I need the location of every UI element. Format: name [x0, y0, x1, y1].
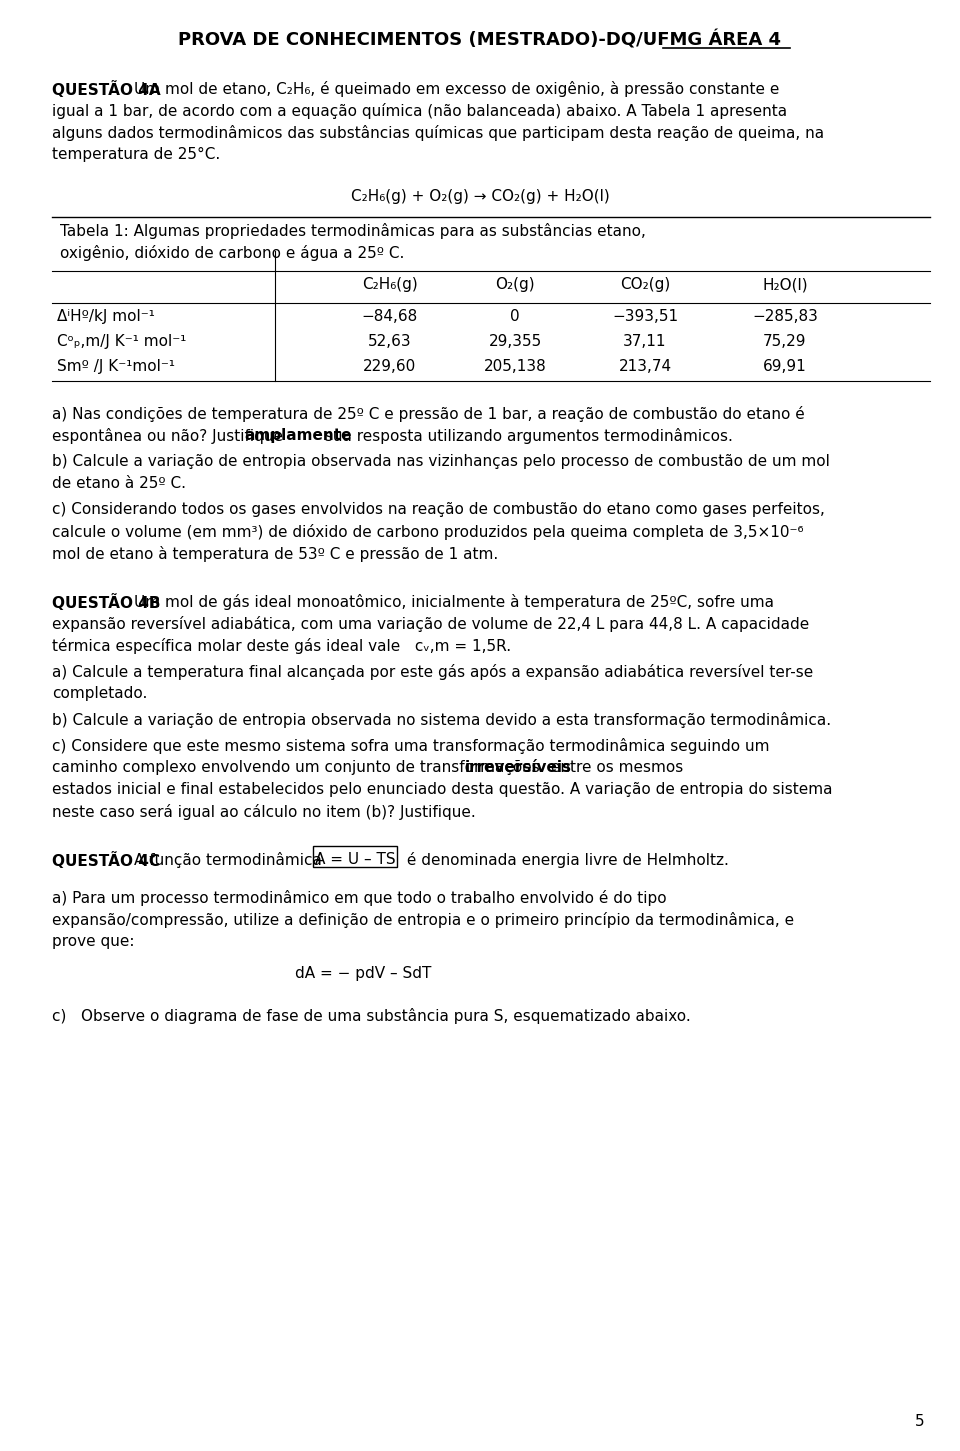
Text: 0: 0: [510, 309, 519, 324]
Text: 29,355: 29,355: [489, 334, 541, 350]
Text: alguns dados termodinâmicos das substâncias químicas que participam desta reação: alguns dados termodinâmicos das substânc…: [52, 125, 824, 141]
FancyBboxPatch shape: [313, 846, 397, 868]
Text: neste caso será igual ao cálculo no item (b)? Justifique.: neste caso será igual ao cálculo no item…: [52, 804, 476, 820]
Text: c) Considerando todos os gases envolvidos na reação de combustão do etano como g: c) Considerando todos os gases envolvido…: [52, 502, 825, 517]
Text: expansão reversível adiabática, com uma variação de volume de 22,4 L para 44,8 L: expansão reversível adiabática, com uma …: [52, 617, 809, 633]
Text: entre os mesmos: entre os mesmos: [546, 760, 684, 775]
Text: 213,74: 213,74: [618, 358, 672, 374]
Text: igual a 1 bar, de acordo com a equação química (não balanceada) abaixo. A Tabela: igual a 1 bar, de acordo com a equação q…: [52, 103, 787, 119]
Text: estados inicial e final estabelecidos pelo enunciado desta questão. A variação d: estados inicial e final estabelecidos pe…: [52, 782, 832, 797]
Text: completado.: completado.: [52, 686, 148, 701]
Text: é denominada energia livre de Helmholtz.: é denominada energia livre de Helmholtz.: [402, 852, 729, 868]
Text: 205,138: 205,138: [484, 358, 546, 374]
Text: a) Calcule a temperatura final alcançada por este gás após a expansão adiabática: a) Calcule a temperatura final alcançada…: [52, 665, 813, 681]
Text: QUESTÃO 4C: QUESTÃO 4C: [52, 852, 160, 869]
Text: espontânea ou não? Justifique: espontânea ou não? Justifique: [52, 428, 288, 444]
Text: temperatura de 25°C.: temperatura de 25°C.: [52, 147, 220, 163]
Text: −285,83: −285,83: [752, 309, 818, 324]
Text: c)   Observe o diagrama de fase de uma substância pura S, esquematizado abaixo.: c) Observe o diagrama de fase de uma sub…: [52, 1008, 691, 1024]
Text: −393,51: −393,51: [612, 309, 678, 324]
Text: Smº /J K⁻¹mol⁻¹: Smº /J K⁻¹mol⁻¹: [57, 358, 175, 374]
Text: ΔⁱHº/kJ mol⁻¹: ΔⁱHº/kJ mol⁻¹: [57, 309, 155, 324]
Text: b) Calcule a variação de entropia observada nas vizinhanças pelo processo de com: b) Calcule a variação de entropia observ…: [52, 454, 829, 469]
Text: oxigênio, dióxido de carbono e água a 25º C.: oxigênio, dióxido de carbono e água a 25…: [60, 245, 404, 261]
Text: QUESTÃO 4A: QUESTÃO 4A: [52, 81, 160, 99]
Text: 5: 5: [915, 1415, 924, 1429]
Text: QUESTÃO 4B: QUESTÃO 4B: [52, 593, 160, 611]
Text: 75,29: 75,29: [763, 334, 806, 350]
Text: a) Para um processo termodinâmico em que todo o trabalho envolvido é do tipo: a) Para um processo termodinâmico em que…: [52, 889, 666, 905]
Text: Tabela 1: Algumas propriedades termodinâmicas para as substâncias etano,: Tabela 1: Algumas propriedades termodinâ…: [60, 223, 646, 239]
Text: expansão/compressão, utilize a definição de entropia e o primeiro princípio da t: expansão/compressão, utilize a definição…: [52, 913, 794, 929]
Text: calcule o volume (em mm³) de dióxido de carbono produzidos pela queima completa : calcule o volume (em mm³) de dióxido de …: [52, 524, 804, 540]
Text: PROVA DE CONHECIMENTOS (MESTRADO)-DQ/UFMG ÁREA 4: PROVA DE CONHECIMENTOS (MESTRADO)-DQ/UFM…: [179, 30, 781, 49]
Text: Um mol de gás ideal monoatômico, inicialmente à temperatura de 25ºC, sofre uma: Um mol de gás ideal monoatômico, inicial…: [134, 593, 774, 609]
Text: c) Considere que este mesmo sistema sofra uma transformação termodinâmica seguin: c) Considere que este mesmo sistema sofr…: [52, 739, 770, 755]
Text: a) Nas condições de temperatura de 25º C e pressão de 1 bar, a reação de combust: a) Nas condições de temperatura de 25º C…: [52, 406, 804, 422]
Text: C₂H₆(g) + O₂(g) → CO₂(g) + H₂O(l): C₂H₆(g) + O₂(g) → CO₂(g) + H₂O(l): [350, 189, 610, 205]
Text: 229,60: 229,60: [364, 358, 417, 374]
Text: C₂H₆(g): C₂H₆(g): [362, 277, 418, 292]
Text: −84,68: −84,68: [362, 309, 419, 324]
Text: de etano à 25º C.: de etano à 25º C.: [52, 476, 186, 490]
Text: dA = − pdV – SdT: dA = − pdV – SdT: [295, 966, 431, 981]
Text: caminho complexo envolvendo um conjunto de transformações: caminho complexo envolvendo um conjunto …: [52, 760, 544, 775]
Text: 69,91: 69,91: [763, 358, 806, 374]
Text: b) Calcule a variação de entropia observada no sistema devido a esta transformaç: b) Calcule a variação de entropia observ…: [52, 712, 831, 728]
Text: térmica específica molar deste gás ideal vale   cᵥ,m = 1,5R.: térmica específica molar deste gás ideal…: [52, 638, 511, 654]
Text: mol de etano à temperatura de 53º C e pressão de 1 atm.: mol de etano à temperatura de 53º C e pr…: [52, 546, 498, 562]
Text: 37,11: 37,11: [623, 334, 667, 350]
Text: prove que:: prove que:: [52, 934, 134, 949]
Text: irreversíveis: irreversíveis: [465, 760, 572, 775]
Text: O₂(g): O₂(g): [495, 277, 535, 292]
Text: amplamente: amplamente: [244, 428, 351, 443]
Text: 52,63: 52,63: [369, 334, 412, 350]
Text: Um mol de etano, C₂H₆, é queimado em excesso de oxigênio, à pressão constante e: Um mol de etano, C₂H₆, é queimado em exc…: [134, 81, 780, 97]
Text: H₂O(l): H₂O(l): [762, 277, 807, 292]
Text: A função termodinâmica: A função termodinâmica: [134, 852, 331, 868]
Text: sua resposta utilizando argumentos termodinâmicos.: sua resposta utilizando argumentos termo…: [320, 428, 732, 444]
Text: A = U – TS: A = U – TS: [315, 852, 396, 868]
Text: CO₂(g): CO₂(g): [620, 277, 670, 292]
Text: Cᵒₚ,m/J K⁻¹ mol⁻¹: Cᵒₚ,m/J K⁻¹ mol⁻¹: [57, 334, 186, 350]
